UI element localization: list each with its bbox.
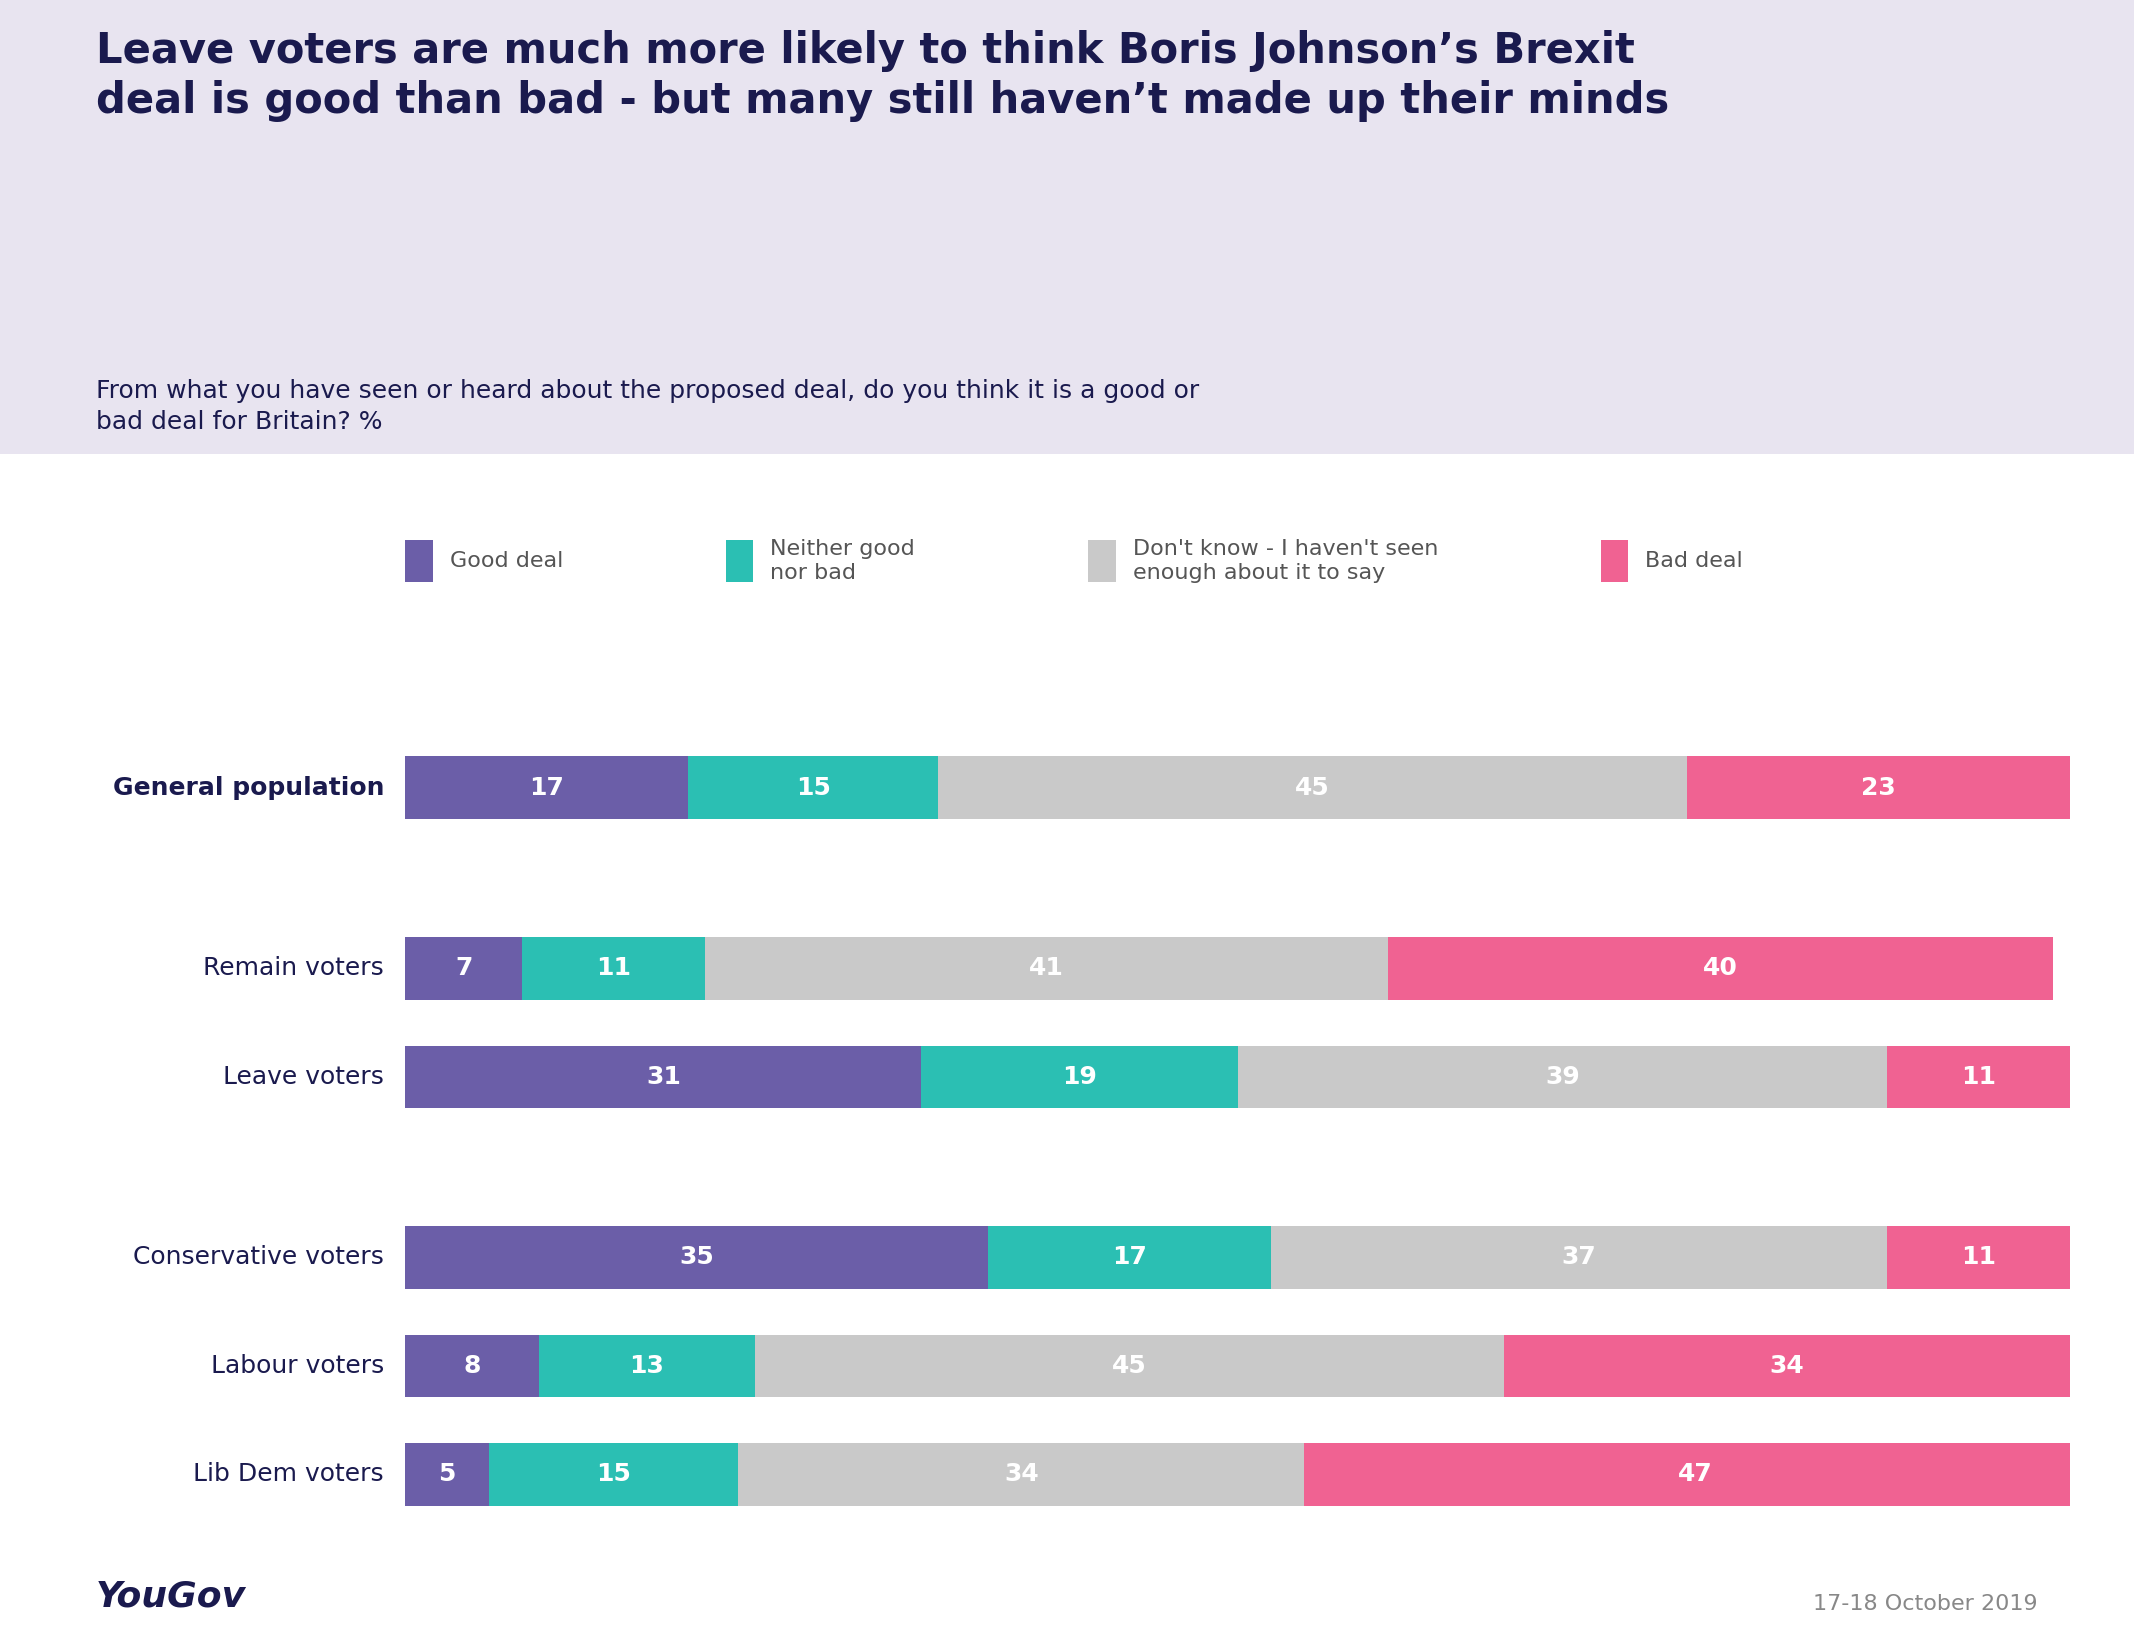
Text: 19: 19: [1063, 1064, 1097, 1089]
Text: 8: 8: [463, 1355, 480, 1378]
Text: 17: 17: [1112, 1246, 1146, 1269]
Text: 45: 45: [1112, 1355, 1146, 1378]
Text: 23: 23: [1861, 776, 1895, 800]
Text: 39: 39: [1545, 1064, 1579, 1089]
Text: Leave voters: Leave voters: [224, 1064, 384, 1089]
Text: 40: 40: [1703, 957, 1737, 980]
Bar: [755, 1335, 1504, 1398]
Text: 15: 15: [796, 776, 830, 800]
Bar: [523, 937, 704, 1000]
Bar: [489, 1444, 738, 1505]
Text: 41: 41: [1029, 957, 1063, 980]
Bar: [405, 1226, 988, 1289]
Bar: [922, 1046, 1238, 1109]
Text: Neither good
nor bad: Neither good nor bad: [770, 538, 915, 584]
Bar: [405, 756, 689, 818]
Text: 11: 11: [595, 957, 632, 980]
Text: 15: 15: [595, 1462, 632, 1487]
Text: 31: 31: [647, 1064, 681, 1089]
Text: General population: General population: [113, 776, 384, 800]
Bar: [1504, 1335, 2070, 1398]
Text: Leave voters are much more likely to think Boris Johnson’s Brexit
deal is good t: Leave voters are much more likely to thi…: [96, 30, 1669, 122]
Text: 37: 37: [1562, 1246, 1596, 1269]
Bar: [988, 1226, 1272, 1289]
Text: Lib Dem voters: Lib Dem voters: [194, 1462, 384, 1487]
Text: 13: 13: [630, 1355, 664, 1378]
Text: 34: 34: [1769, 1355, 1805, 1378]
Bar: [1688, 756, 2070, 818]
Bar: [689, 756, 939, 818]
Text: 17-18 October 2019: 17-18 October 2019: [1814, 1594, 2038, 1614]
Text: 45: 45: [1295, 776, 1329, 800]
Bar: [405, 1335, 538, 1398]
Text: 47: 47: [1677, 1462, 1714, 1487]
Text: 5: 5: [437, 1462, 457, 1487]
Text: Remain voters: Remain voters: [203, 957, 384, 980]
Bar: [738, 1444, 1304, 1505]
Text: From what you have seen or heard about the proposed deal, do you think it is a g: From what you have seen or heard about t…: [96, 380, 1199, 434]
Text: YouGov: YouGov: [96, 1579, 245, 1614]
Bar: [1272, 1226, 1886, 1289]
Bar: [1886, 1226, 2070, 1289]
Text: 34: 34: [1003, 1462, 1039, 1487]
Bar: [538, 1335, 755, 1398]
Text: 11: 11: [1961, 1246, 1995, 1269]
Text: Don't know - I haven't seen
enough about it to say: Don't know - I haven't seen enough about…: [1133, 538, 1438, 584]
Bar: [1387, 937, 2053, 1000]
Bar: [704, 937, 1387, 1000]
Bar: [1886, 1046, 2070, 1109]
Text: 35: 35: [679, 1246, 715, 1269]
Text: 17: 17: [529, 776, 563, 800]
Bar: [1238, 1046, 1886, 1109]
Text: Good deal: Good deal: [450, 551, 563, 571]
Text: Conservative voters: Conservative voters: [132, 1246, 384, 1269]
Bar: [1304, 1444, 2087, 1505]
Text: 7: 7: [455, 957, 472, 980]
Text: Labour voters: Labour voters: [211, 1355, 384, 1378]
Bar: [405, 937, 523, 1000]
Bar: [405, 1046, 922, 1109]
Text: 11: 11: [1961, 1064, 1995, 1089]
Text: Bad deal: Bad deal: [1645, 551, 1743, 571]
Bar: [939, 756, 1688, 818]
Bar: [405, 1444, 489, 1505]
